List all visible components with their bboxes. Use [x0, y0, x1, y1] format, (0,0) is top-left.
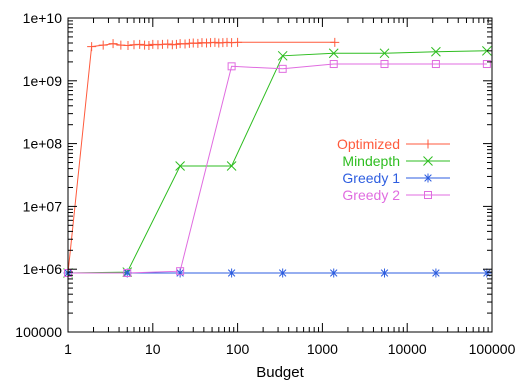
data-point [109, 39, 118, 48]
y-tick-label: 1e+08 [23, 136, 63, 152]
data-point [210, 38, 219, 47]
legend-label: Greedy 2 [342, 187, 400, 203]
legend-swatch-marker [424, 174, 433, 183]
x-axis-title: Budget [256, 364, 304, 381]
series-line-greedy-2 [68, 64, 487, 273]
legend-label: Mindepth [342, 153, 400, 169]
data-point [193, 39, 202, 48]
x-tick-label: 100 [226, 341, 250, 357]
x-tick-label: 1 [64, 341, 72, 357]
data-point [227, 268, 236, 277]
y-tick-label: 1e+09 [23, 73, 63, 89]
data-point [87, 42, 96, 51]
series-line-optimized [68, 42, 335, 273]
y-tick-label: 100000 [15, 324, 62, 340]
series-line-mindepth [68, 51, 487, 273]
data-point [144, 41, 153, 50]
y-tick-label: 1e+07 [23, 198, 63, 214]
y-tick-labels: 100000 1e+06 1e+07 1e+08 1e+09 1e+10 [15, 10, 62, 340]
legend-swatch-marker [424, 140, 433, 149]
data-point [181, 40, 190, 49]
data-point [124, 41, 133, 50]
legend-label: Optimized [337, 136, 400, 152]
x-tick-label: 10 [145, 341, 161, 357]
data-point [278, 268, 287, 277]
data-point [431, 268, 440, 277]
y-tick-label: 1e+10 [23, 10, 63, 26]
data-point [380, 268, 389, 277]
data-point [172, 40, 181, 49]
data-point [330, 38, 339, 47]
data-point [482, 268, 491, 277]
x-tick-label: 100000 [469, 341, 516, 357]
x-tick-label: 1000 [307, 341, 338, 357]
x-tick-label: 10000 [388, 341, 427, 357]
legend-label: Greedy 1 [342, 170, 400, 186]
data-point [329, 268, 338, 277]
data-point [233, 38, 242, 47]
data-point [163, 40, 172, 49]
plot-markers [64, 38, 492, 278]
x-tick-labels: 1 10 100 1000 10000 100000 [64, 341, 515, 357]
data-point [135, 40, 144, 49]
y-tick-label: 1e+06 [23, 261, 63, 277]
data-point [99, 41, 108, 50]
